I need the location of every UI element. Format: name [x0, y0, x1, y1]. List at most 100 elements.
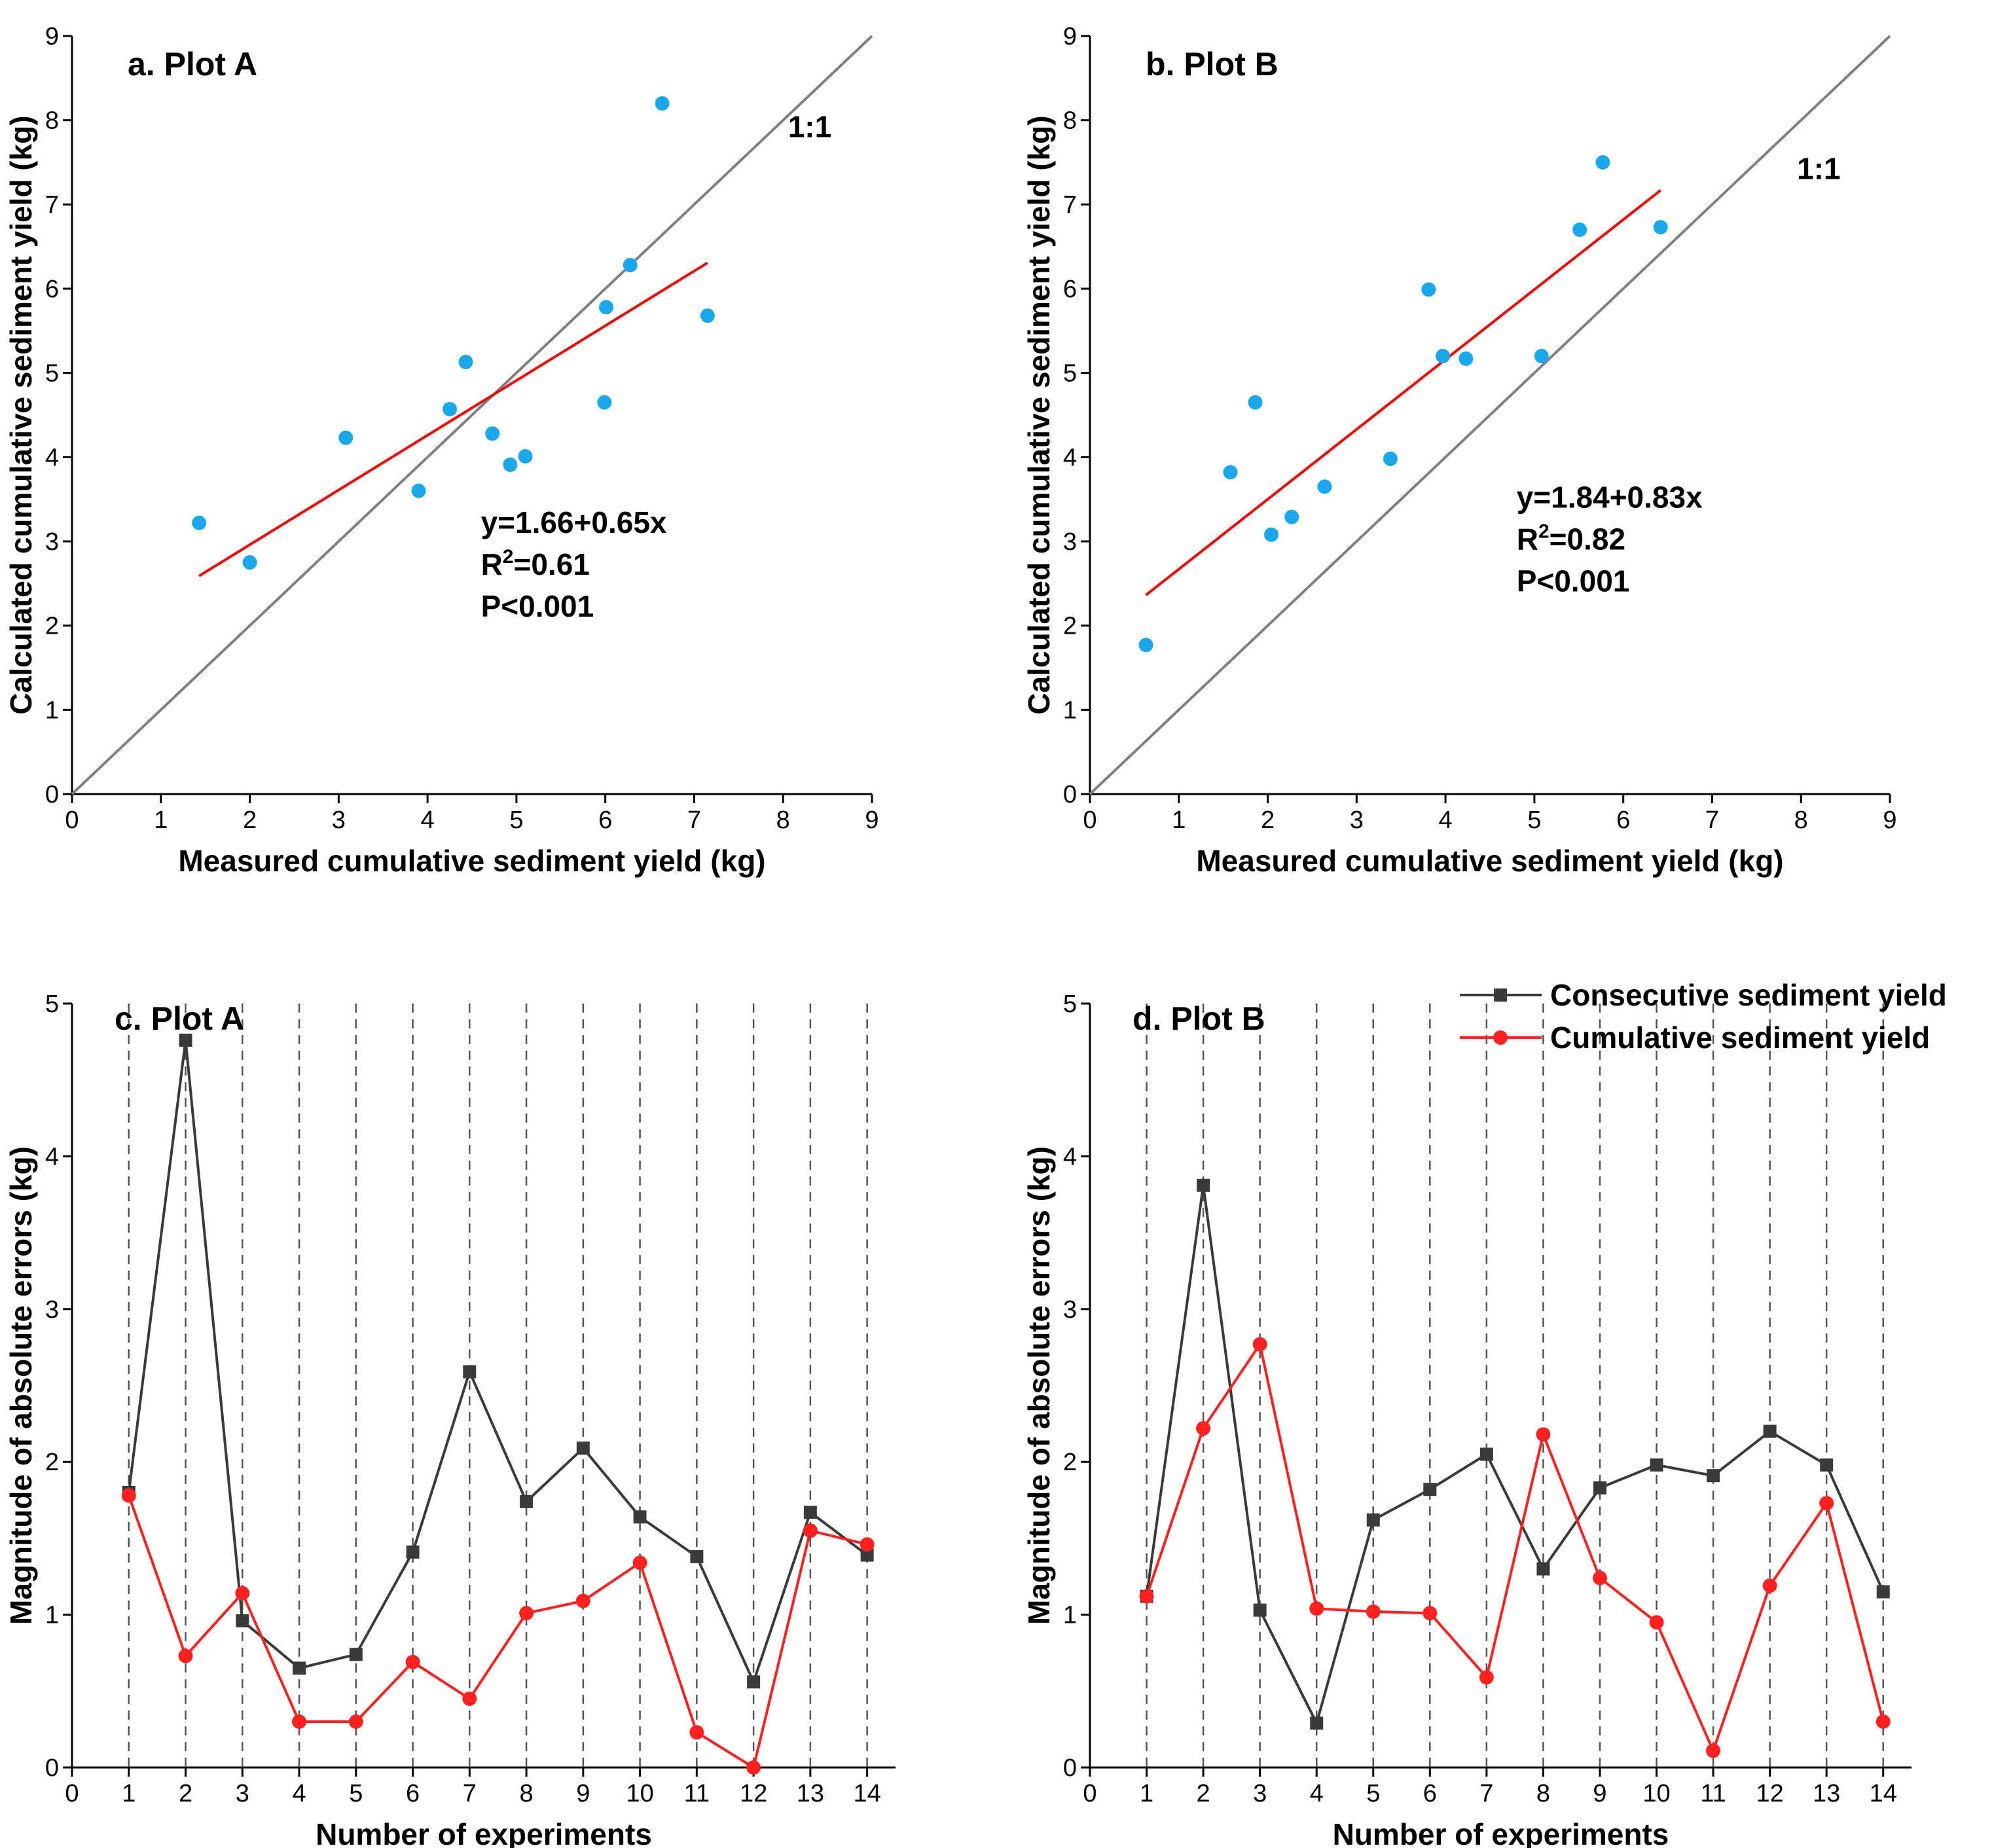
y-axis-title: Calculated cumulative sediment yield (kg…: [1022, 115, 1056, 714]
x-tick-label: 0: [65, 1780, 79, 1807]
consecutive-marker: [690, 1549, 704, 1563]
consecutive-marker: [349, 1648, 363, 1661]
consecutive-marker: [463, 1365, 477, 1379]
y-tick-label: 6: [45, 276, 59, 303]
cumulative-marker: [1876, 1714, 1891, 1729]
x-tick-label: 13: [1813, 1780, 1840, 1807]
x-tick-label: 7: [687, 806, 701, 834]
x-tick-label: 6: [1616, 806, 1630, 834]
x-tick-label: 0: [1083, 1780, 1097, 1807]
cumulative-marker: [462, 1691, 477, 1706]
one-to-one-label: 1:1: [1797, 152, 1840, 186]
scatter-point: [655, 96, 670, 111]
x-tick-label: 5: [1366, 1780, 1380, 1807]
y-tick-label: 6: [1063, 276, 1077, 303]
scatter-point: [1572, 222, 1587, 237]
y-tick-label: 0: [1063, 781, 1077, 808]
y-tick-label: 3: [45, 1296, 59, 1324]
consecutive-marker: [406, 1545, 420, 1559]
r-squared-superscript: 2: [1538, 521, 1550, 543]
x-tick-label: 9: [576, 1780, 590, 1807]
consecutive-marker: [860, 1548, 874, 1562]
series-line-consecutive: [1145, 1185, 1885, 1727]
consecutive-marker: [1876, 1585, 1890, 1599]
cumulative-marker: [1592, 1570, 1607, 1585]
y-tick-label: 2: [1063, 1449, 1077, 1476]
scatter-point: [1595, 155, 1610, 170]
scatter-point: [1248, 395, 1263, 410]
x-tick-label: 11: [1700, 1780, 1726, 1807]
consecutive-marker: [520, 1495, 534, 1508]
x-tick-label: 8: [1794, 806, 1808, 834]
chart-panel-a: 0 1 2 3 4 5 6 7 8 9 0 1 2 3 4 5 6 7 8 9 Measured cumulative …: [4, 23, 879, 878]
scatter-point: [623, 257, 638, 272]
y-tick-label: 2: [45, 613, 59, 640]
consecutive-marker: [1197, 1178, 1210, 1192]
one-to-one-label: 1:1: [788, 109, 831, 143]
scatter-point: [458, 354, 473, 369]
x-tick-label: 10: [626, 1780, 653, 1807]
scatter-point: [443, 401, 458, 416]
y-tick-label: 2: [45, 1449, 59, 1476]
x-tick-label: 4: [421, 806, 435, 834]
x-tick-label: 14: [1870, 1780, 1897, 1807]
x-tick-label: 12: [1756, 1780, 1783, 1807]
y-tick-label: 1: [45, 697, 59, 724]
x-tick-label: 0: [65, 806, 79, 834]
consecutive-marker: [1423, 1483, 1437, 1496]
y-tick-label: 7: [45, 191, 59, 219]
y-tick-label: 9: [1063, 23, 1077, 50]
scatter-point: [1436, 348, 1451, 363]
y-axis-title: Magnitude of absolute errors (kg): [1022, 1146, 1056, 1625]
regression-line: [1145, 189, 1661, 596]
x-tick-label: 6: [406, 1780, 420, 1807]
consecutive-marker: [1253, 1603, 1267, 1617]
x-axis-title: Number of experiments: [316, 1817, 652, 1848]
y-axis-title: Magnitude of absolute errors (kg): [4, 1146, 38, 1625]
scatter-point: [1459, 351, 1474, 366]
cumulative-marker: [1762, 1578, 1777, 1593]
regression-line: [198, 261, 708, 577]
cumulative-marker: [519, 1606, 534, 1621]
x-tick-label: 3: [1253, 1780, 1267, 1807]
scatter-point: [1421, 282, 1436, 297]
x-tick-label: 8: [776, 806, 790, 834]
scatter-point: [411, 483, 426, 498]
cumulative-marker: [1706, 1743, 1721, 1758]
scatter-point: [1223, 465, 1238, 480]
x-tick-label: 2: [243, 806, 257, 834]
y-tick-label: 4: [45, 1143, 59, 1170]
consecutive-marker: [1310, 1716, 1324, 1730]
p-value-label: P<0.001: [1517, 564, 1630, 598]
cumulative-marker: [121, 1488, 136, 1503]
scatter-point: [503, 457, 518, 472]
x-tick-label: 4: [1439, 806, 1453, 834]
y-tick-label: 1: [1063, 1602, 1077, 1629]
panel-title: b. Plot B: [1146, 46, 1278, 82]
x-tick-label: 7: [1479, 1780, 1493, 1807]
panel-title: a. Plot A: [128, 46, 257, 82]
cumulative-marker: [1479, 1670, 1494, 1685]
x-tick-label: 7: [463, 1780, 477, 1807]
x-tick-label: 0: [1083, 806, 1097, 834]
consecutive-marker: [803, 1506, 817, 1519]
scatter-point: [700, 308, 715, 323]
y-tick-label: 4: [1063, 1143, 1077, 1170]
y-tick-label: 5: [45, 360, 59, 388]
x-tick-label: 1: [122, 1780, 136, 1807]
chart-panel-b: 0 1 2 3 4 5 6 7 8 9 0 1 2 3 4 5 6 7 8 9 Measured cumulative …: [1022, 23, 1897, 878]
x-tick-label: 8: [519, 1780, 533, 1807]
x-tick-label: 2: [1261, 806, 1275, 834]
y-axis-title: Calculated cumulative sediment yield (kg…: [4, 115, 38, 714]
y-tick-label: 5: [1063, 360, 1077, 388]
scatter-point: [599, 300, 614, 315]
cumulative-marker: [1252, 1337, 1267, 1352]
consecutive-marker: [576, 1441, 590, 1455]
scatter-point: [338, 430, 353, 445]
legend-label: Cumulative sediment yield: [1550, 1021, 1930, 1055]
x-tick-label: 13: [797, 1780, 824, 1807]
consecutive-marker: [1593, 1481, 1606, 1495]
scatter-point: [242, 555, 257, 570]
x-tick-label: 8: [1536, 1780, 1550, 1807]
